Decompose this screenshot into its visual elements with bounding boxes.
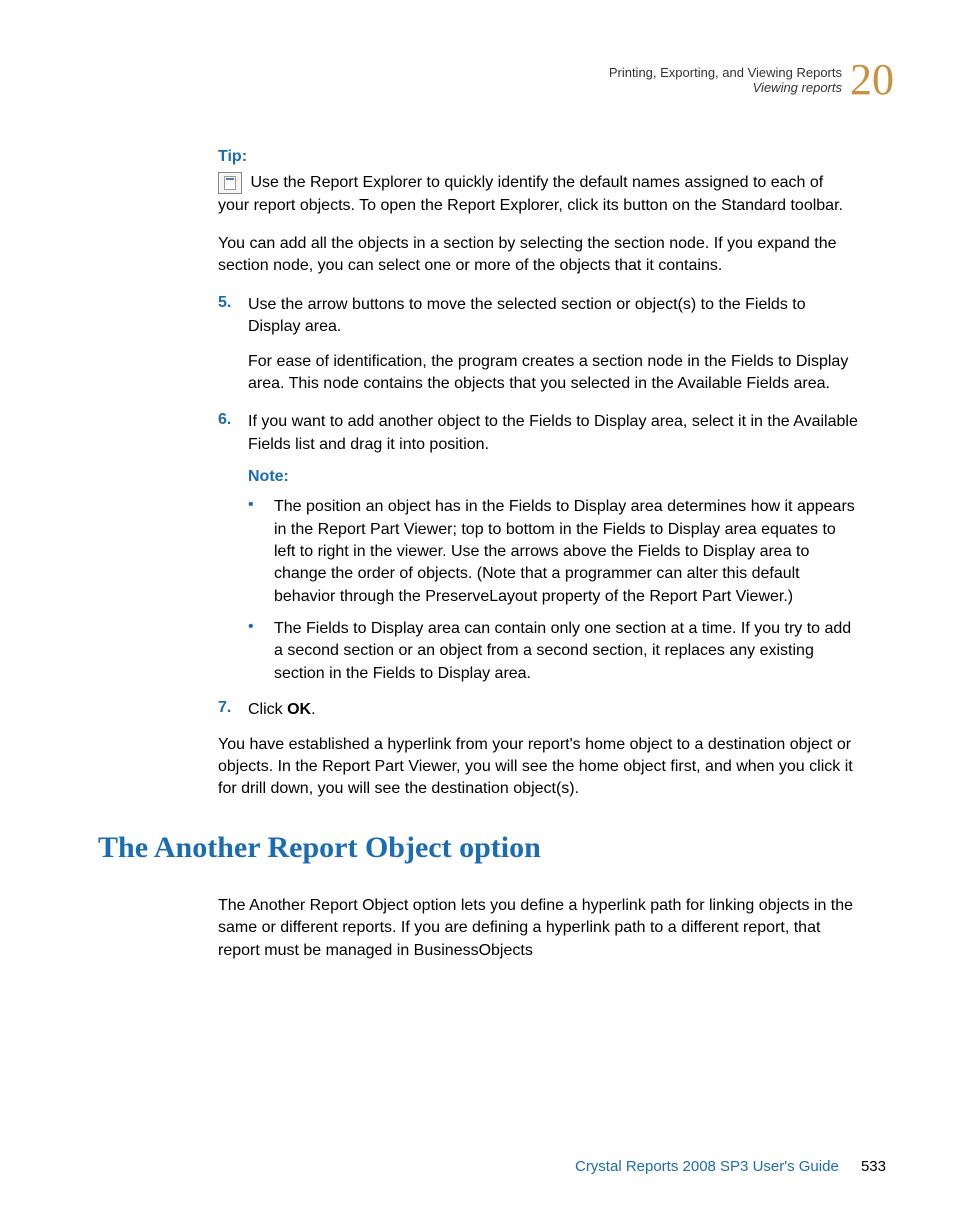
step-7-suffix: . (311, 701, 315, 718)
step-text: Click OK. (248, 699, 316, 721)
tip-paragraph-1: Use the Report Explorer to quickly ident… (218, 172, 858, 217)
page-footer: Crystal Reports 2008 SP3 User's Guide 53… (575, 1158, 886, 1175)
step-text: Use the arrow buttons to move the select… (248, 294, 858, 339)
step-text: If you want to add another object to the… (248, 411, 858, 456)
chapter-number: 20 (850, 58, 894, 102)
step-6: 6. If you want to add another object to … (218, 411, 858, 456)
step-number: 6. (218, 411, 248, 456)
bullet-list: • The position an object has in the Fiel… (248, 496, 858, 685)
step-7: 7. Click OK. (218, 699, 858, 721)
bullet-text: The position an object has in the Fields… (274, 496, 858, 608)
note-label: Note: (248, 468, 858, 486)
header-text-block: Printing, Exporting, and Viewing Reports… (609, 65, 842, 95)
tip-label: Tip: (218, 148, 858, 166)
bullet-item-1: • The position an object has in the Fiel… (248, 496, 858, 608)
page-header: Printing, Exporting, and Viewing Reports… (609, 58, 894, 102)
bullet-item-2: • The Fields to Display area can contain… (248, 618, 858, 685)
header-section-title: Viewing reports (609, 80, 842, 95)
tip-paragraph-2: You can add all the objects in a section… (218, 233, 858, 278)
section-body: The Another Report Object option lets yo… (218, 895, 858, 962)
page-content: Tip: Use the Report Explorer to quickly … (218, 148, 858, 978)
bullet-marker: • (248, 496, 274, 608)
section-heading: The Another Report Object option (98, 831, 858, 865)
step-number: 5. (218, 294, 248, 339)
header-chapter-title: Printing, Exporting, and Viewing Reports (609, 65, 842, 80)
step-5: 5. Use the arrow buttons to move the sel… (218, 294, 858, 339)
bullet-text: The Fields to Display area can contain o… (274, 618, 858, 685)
report-explorer-icon (218, 172, 242, 194)
step-7-bold: OK (287, 701, 311, 718)
bullet-marker: • (248, 618, 274, 685)
step-7-prefix: Click (248, 701, 287, 718)
step-5-followup: For ease of identification, the program … (248, 351, 858, 396)
closing-paragraph: You have established a hyperlink from yo… (218, 734, 858, 801)
footer-page-number: 533 (861, 1158, 886, 1175)
step-number: 7. (218, 699, 248, 721)
footer-guide-title: Crystal Reports 2008 SP3 User's Guide (575, 1158, 839, 1175)
tip-text-1: Use the Report Explorer to quickly ident… (218, 174, 843, 213)
